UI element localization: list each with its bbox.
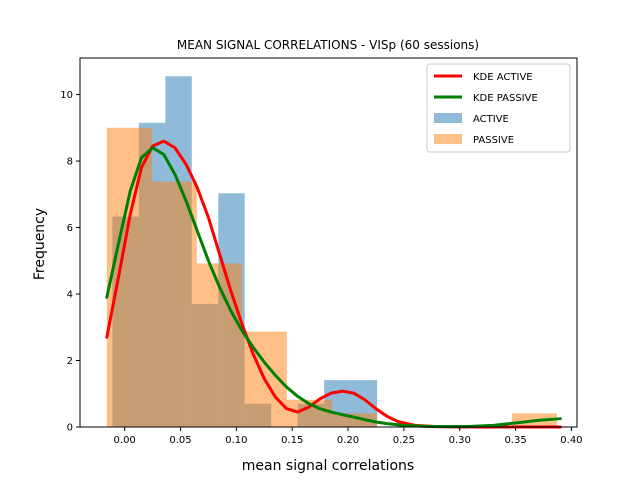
legend-swatch-passive [434,134,462,144]
x-tick-label: 0.35 [504,435,526,446]
y-tick-label: 10 [60,90,73,101]
y-axis-label: Frequency [32,208,48,280]
y-tick-label: 6 [67,223,73,234]
axes-frame [79,57,578,428]
x-tick-label: 0.05 [169,435,191,446]
x-tick-label: 0.10 [225,435,247,446]
y-tick-label: 4 [67,290,73,301]
legend-label-passive: PASSIVE [473,135,514,146]
bar-passive-1 [151,181,197,427]
legend-swatch-active [434,113,462,123]
legend-label-kde-active: KDE ACTIVE [473,72,533,83]
legend-box [426,63,571,153]
x-tick-label: 0.15 [281,435,303,446]
y-tick-label: 0 [67,423,73,434]
chart-title: MEAN SIGNAL CORRELATIONS - VISp (60 sess… [177,38,479,52]
x-tick-label: 0.00 [114,435,136,446]
legend-label-active: ACTIVE [473,114,509,125]
x-tick-label: 0.20 [337,435,359,446]
x-tick-label: 0.30 [449,435,471,446]
y-axis-ticks: 0 2 4 6 8 10 [60,90,80,434]
legend: KDE ACTIVE KDE PASSIVE ACTIVE PASSIVE [426,63,571,153]
bar-passive-5 [331,413,377,427]
bar-passive-0 [106,127,152,427]
y-tick-label: 2 [67,356,73,367]
bar-passive-2 [196,263,242,427]
x-axis-label: mean signal correlations [242,458,414,474]
y-tick-label: 8 [67,157,73,168]
x-tick-label: 0.40 [560,435,582,446]
x-tick-label: 0.25 [393,435,415,446]
legend-label-kde-passive: KDE PASSIVE [473,93,538,104]
x-axis-ticks: 0.00 0.05 0.10 0.15 0.20 0.25 0.30 0.35 0.40 [114,427,583,446]
